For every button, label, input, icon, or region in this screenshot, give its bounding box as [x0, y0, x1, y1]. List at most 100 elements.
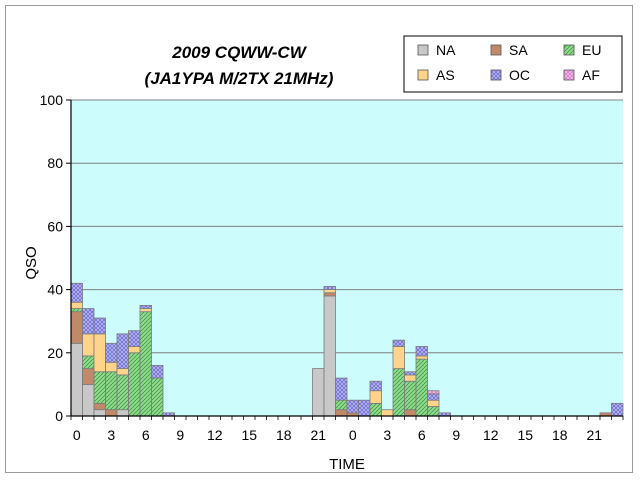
bar-oc-26 — [369, 380, 382, 392]
bar-as-4 — [116, 368, 129, 376]
bar-as-2 — [93, 333, 106, 373]
plot-background — [71, 100, 623, 416]
bar-oc-5 — [128, 330, 141, 347]
y-tick-label: 100 — [40, 92, 64, 108]
legend-swatch-oc — [490, 69, 502, 81]
bar-sa-3 — [105, 409, 118, 417]
bar-eu-28 — [392, 368, 405, 417]
bar-na-2 — [93, 409, 106, 417]
legend-swatch-af — [563, 69, 575, 81]
bar-oc-0 — [70, 282, 83, 303]
bar-sa-0 — [70, 311, 83, 344]
bar-as-22 — [323, 289, 336, 294]
bar-as-29 — [404, 374, 417, 382]
bar-oc-23 — [335, 377, 348, 401]
x-tick-label: 18 — [552, 427, 568, 443]
bar-as-5 — [128, 346, 141, 354]
bar-eu-5 — [128, 352, 141, 417]
x-tick-label: 21 — [310, 427, 326, 443]
x-axis-label: TIME — [329, 456, 365, 472]
legend-label-af: AF — [582, 67, 600, 83]
bar-na-0 — [70, 342, 83, 417]
axes — [66, 99, 624, 420]
bar-as-30 — [415, 355, 428, 360]
bar-af-31 — [427, 390, 440, 395]
x-tick-label: 3 — [383, 427, 391, 443]
x-tick-labels: 0 3 6 9 12 15 18 21 0 3 6 9 12 15 18 21 — [73, 427, 602, 443]
x-tick-label: 3 — [107, 427, 115, 443]
legend-swatch-eu — [563, 44, 575, 56]
legend-label-oc: OC — [509, 67, 530, 83]
bar-eu-23 — [335, 399, 348, 411]
chart-frame: 2009 CQWW-CW (JA1YPA M/2TX 21MHz) 0 20 40 6… — [5, 5, 633, 473]
bar-as-31 — [427, 399, 440, 407]
x-tick-label: 12 — [207, 427, 223, 443]
chart-subtitle: (JA1YPA M/2TX 21MHz) — [145, 69, 334, 88]
bar-as-28 — [392, 346, 405, 370]
bar-as-3 — [105, 361, 118, 373]
bar-oc-28 — [392, 339, 405, 347]
legend-label-sa: SA — [509, 42, 528, 58]
legend-label-as: AS — [436, 67, 455, 83]
bar-eu-6 — [139, 311, 152, 417]
bar-na-4 — [116, 409, 129, 417]
bar-sa-23 — [335, 409, 348, 417]
legend: NA SA EU AS OC AF — [403, 35, 623, 93]
bar-eu-29 — [404, 380, 417, 411]
bar-eu-1 — [82, 355, 95, 369]
x-tick-label: 9 — [176, 427, 184, 443]
bar-sa-22 — [323, 292, 336, 297]
bar-oc-7 — [151, 365, 164, 379]
bar-eu-2 — [93, 371, 106, 404]
bar-na-21 — [312, 368, 325, 417]
y-tick-label: 60 — [47, 218, 63, 234]
bar-eu-30 — [415, 358, 428, 417]
bar-eu-3 — [105, 371, 118, 411]
y-tick-label: 40 — [47, 282, 63, 298]
bar-oc-24 — [346, 399, 359, 414]
y-tick-label: 20 — [47, 345, 63, 361]
bar-na-1 — [82, 383, 95, 417]
x-tick-label: 15 — [517, 427, 533, 443]
bar-oc-30 — [415, 346, 428, 357]
bar-eu-4 — [116, 374, 129, 411]
bar-as-27 — [381, 409, 394, 417]
legend-swatch-sa — [490, 44, 502, 56]
legend-label-na: NA — [436, 42, 456, 58]
bar-oc-22 — [323, 286, 336, 291]
legend-swatch-na — [417, 44, 429, 56]
bar-oc-4 — [116, 333, 129, 369]
y-tick-label: 0 — [55, 408, 63, 424]
bar-oc-25 — [358, 399, 371, 417]
gridlines — [71, 99, 623, 354]
y-axis-label: QSO — [23, 246, 40, 279]
bar-oc-2 — [93, 317, 106, 335]
plot-area — [71, 100, 623, 416]
bar-eu-26 — [369, 402, 382, 417]
bar-as-6 — [139, 308, 152, 313]
bar-oc-6 — [139, 304, 152, 309]
qso-chart: 2009 CQWW-CW (JA1YPA M/2TX 21MHz) 0 20 40 6… — [23, 35, 624, 472]
bar-eu-0 — [70, 308, 83, 313]
legend-swatch-as — [417, 69, 429, 81]
bar-oc-1 — [82, 308, 95, 335]
legend-box — [403, 35, 623, 93]
bar-sa-29 — [404, 409, 417, 417]
x-tick-label: 21 — [586, 427, 602, 443]
x-tick-label: 12 — [483, 427, 499, 443]
x-tick-label: 18 — [276, 427, 292, 443]
bar-as-0 — [70, 301, 83, 309]
bar-eu-31 — [427, 406, 440, 417]
x-tick-label: 15 — [241, 427, 257, 443]
bar-oc-3 — [105, 342, 118, 363]
bar-sa-2 — [93, 402, 106, 411]
bar-oc-29 — [404, 371, 417, 376]
x-tick-label: 0 — [349, 427, 357, 443]
bar-eu-7 — [151, 377, 164, 417]
bar-group — [70, 282, 624, 417]
x-tick-label: 6 — [142, 427, 150, 443]
legend-label-eu: EU — [582, 42, 601, 58]
bar-as-26 — [369, 390, 382, 404]
bar-as-1 — [82, 333, 95, 357]
bar-oc-31 — [427, 393, 440, 401]
